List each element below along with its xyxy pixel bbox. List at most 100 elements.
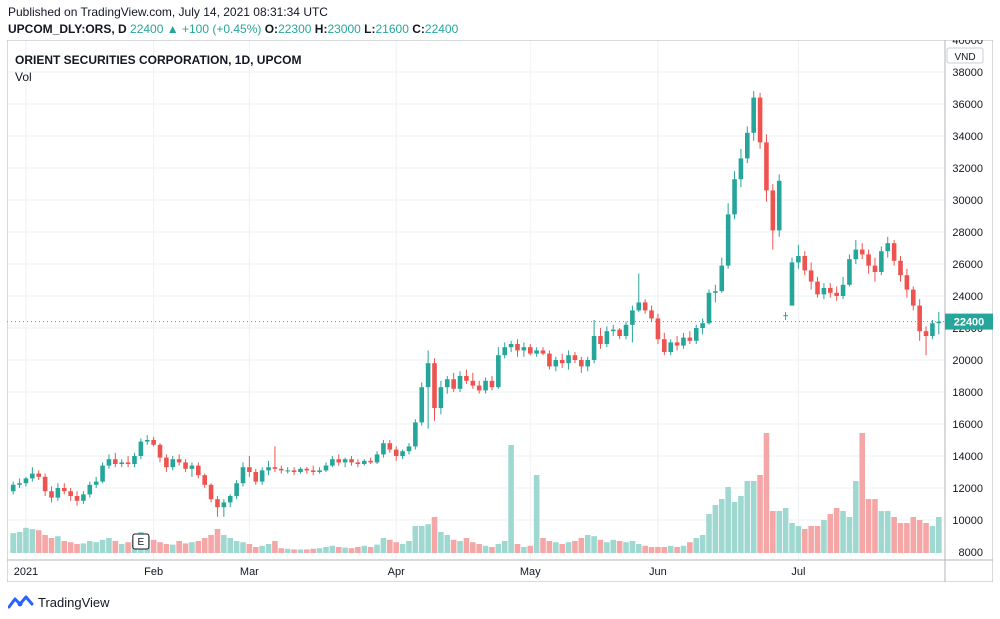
tradingview-logo-icon [8,595,34,609]
candle-body [630,310,635,325]
candle-body [406,446,412,452]
candle-body [470,380,476,386]
volume-bar [661,547,668,553]
volume-bar [872,499,878,553]
volume-bar [367,547,374,553]
candle-body [164,457,169,468]
earnings-marker-box [132,533,150,550]
currency-label: VND [954,52,975,63]
candlestick-chart[interactable]: 8000100001200014000160001800020000220002… [6,35,994,583]
high-value: 23000 [327,22,361,36]
time-tick-label: Jun [649,566,667,578]
candle-body [381,443,386,455]
candle-body [668,342,673,352]
candle-body [419,387,425,423]
last-price-tag-label: 22400 [954,317,985,329]
candle-body [508,344,514,348]
volume-bar [214,529,221,553]
candle-body [113,459,118,464]
candle-body [642,302,648,311]
candle-body [706,292,712,324]
candle-body [336,459,342,463]
candle-body [259,470,265,482]
candle-body [125,462,131,464]
volume-bar [284,548,291,553]
close-label: C: [412,22,425,36]
volume-bar [540,538,546,553]
volume-bar [527,545,534,553]
volume-bar [878,511,885,553]
candle-body [738,158,744,180]
volume-bar [808,526,814,553]
volume-bar [508,445,514,553]
volume-bar [763,433,770,553]
candle-body [240,467,246,484]
volume-bar [789,523,795,553]
candle-body [138,441,144,456]
volume-bar [840,511,846,553]
candle-body [898,260,903,276]
volume-bar [750,481,757,553]
open-value: 22300 [278,22,312,36]
volume-bar [833,508,840,553]
volume-bar [329,545,336,553]
low-value: 21600 [375,22,409,36]
candle-body [930,323,935,336]
candle-body [132,456,137,464]
volume-bar [674,547,680,553]
volume-bar [189,542,195,553]
candle-body [859,249,865,255]
volume-bar [348,548,355,553]
volume-bar [591,536,597,553]
candle-body [291,470,297,472]
candle-body [393,449,399,456]
candle-body [464,376,469,381]
volume-bar [93,542,99,553]
candle-body [489,380,495,388]
candle-body [674,342,680,346]
volume-bar [233,541,240,553]
candle-body [559,360,565,364]
volume-bar [16,532,23,553]
price-tick-label: 14000 [952,451,983,463]
candle-body [68,491,73,496]
candle-body [93,481,99,485]
candle-body [215,499,220,508]
volume-bar [418,526,425,553]
volume-bar [782,508,789,553]
volume-bar [323,547,329,553]
volume-bar [853,481,859,553]
volume-legend-label: Vol [15,70,32,84]
candle-body [317,470,322,472]
time-tick-label: 2021 [14,566,38,578]
candle-body [770,190,776,231]
candle-body [540,350,546,354]
candle-body [10,484,16,492]
time-axis[interactable]: 2021 Feb Mar Apr May Jun Jul [14,566,806,578]
candle-body [547,353,552,367]
candle-body [285,470,290,472]
earnings-marker[interactable]: E [132,533,150,550]
volume-bar [272,541,278,553]
candle-body [342,459,348,463]
price-tick-label: 28000 [952,227,983,239]
footer-branding[interactable]: TradingView [8,592,110,612]
candle-body [400,451,405,456]
volume-bar [923,523,929,553]
chart-border [6,39,994,583]
volume-bar [463,538,470,553]
price-axis[interactable]: 8000100001200014000160001800020000220002… [952,35,983,559]
volume-bar [795,526,802,553]
candle-body [170,459,176,468]
candle-body [847,259,852,285]
symbol-label[interactable]: UPCOM_DLY:ORS, D [8,22,127,36]
candle-body [432,363,437,408]
chart-frame[interactable]: 8000100001200014000160001800020000220002… [6,35,994,583]
last-price-tag: 22400 [945,313,993,330]
volume-bar [514,544,521,553]
volume-bar [125,542,131,553]
volume-bar [163,544,170,553]
volume-bar [425,524,431,553]
candle-body [885,243,891,252]
candle-body [789,262,795,306]
